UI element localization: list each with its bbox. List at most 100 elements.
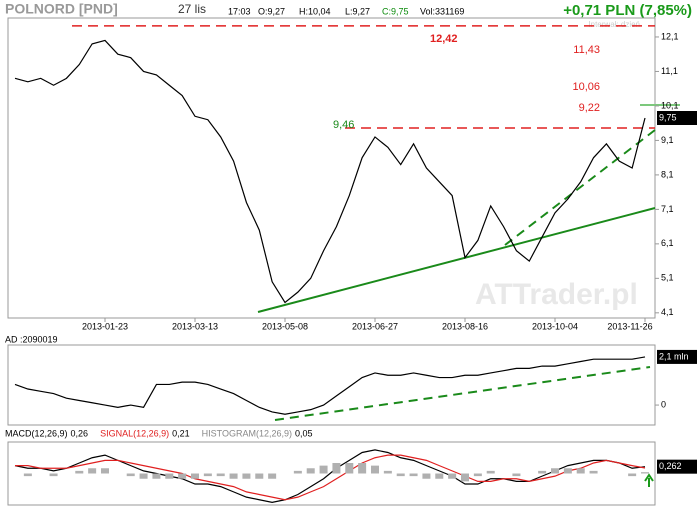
legend-name: MACD(12,26,9) [5, 428, 68, 438]
histogram-bar [191, 473, 199, 479]
close: C:9,75 [382, 6, 409, 16]
high: H:10,04 [299, 6, 331, 16]
histogram-bar [178, 473, 187, 479]
panel-title: AD :2090019 [5, 334, 58, 344]
y-tick-label: 12,1 [661, 31, 679, 41]
last-value-box [657, 459, 697, 474]
histogram-bar [409, 473, 418, 477]
x-tick-label: 2013-10-04 [532, 321, 578, 331]
y-tick-label: 0 [661, 399, 666, 409]
low: L:9,27 [345, 6, 370, 16]
x-tick-label: 2013-11-26 [607, 321, 652, 331]
histogram-bar [126, 473, 135, 477]
histogram-bar [641, 472, 649, 474]
histogram-bar [242, 473, 251, 479]
histogram-bar [165, 473, 174, 479]
y-tick-label: 10,1 [661, 100, 679, 110]
last-value-label: 0,262 [659, 461, 682, 471]
histogram-bar [576, 468, 585, 474]
histogram-bar [628, 473, 637, 477]
histogram-bar [551, 468, 559, 474]
interval: Interwał: dzień [588, 20, 640, 29]
volume: Vol:331169 [420, 6, 464, 16]
annotation: 10,06 [572, 81, 600, 93]
ad-trend-line [274, 366, 651, 421]
indicator-line [14, 449, 646, 503]
histogram-bar [383, 470, 392, 474]
price-line [14, 39, 646, 304]
y-tick-label: 6,1 [661, 238, 674, 248]
histogram-bar [448, 473, 457, 479]
histogram-bar [139, 473, 148, 479]
histogram-bar [371, 465, 379, 474]
y-tick-label: 11,1 [661, 66, 678, 76]
last-value-box [657, 349, 697, 364]
histogram-bar [216, 473, 225, 477]
y-tick-label: 4,1 [661, 307, 674, 317]
histogram-bar [473, 473, 482, 477]
histogram-bar [358, 463, 367, 474]
legend-value: 0,21 [172, 428, 190, 438]
histogram-bar [268, 473, 277, 479]
open: O:9,27 [258, 6, 285, 16]
histogram-bar [255, 473, 264, 479]
last-value-box [657, 111, 697, 125]
histogram-bar [435, 473, 444, 479]
x-tick-label: 2013-03-13 [172, 321, 218, 331]
main-frame [7, 17, 656, 319]
y-tick-label: 5,1 [661, 273, 674, 283]
histogram-bar [293, 470, 302, 474]
legend-name: HISTOGRAM(12,26,9) [202, 428, 292, 438]
histogram-bar [512, 473, 521, 477]
ticker: POLNORD [PND] [5, 1, 118, 17]
histogram-bar [229, 473, 238, 479]
annotation: 9,22 [579, 102, 600, 114]
histogram-bar [589, 470, 598, 474]
y-tick-label: 9,1 [661, 135, 674, 145]
histogram-bar [396, 473, 405, 477]
histogram-bar [422, 473, 431, 479]
trend-line [257, 207, 656, 313]
histogram-bar [101, 468, 109, 474]
histogram-bar [23, 473, 32, 477]
legend-value: 0,26 [71, 428, 89, 438]
histogram-bar [345, 463, 354, 474]
histogram-bar [563, 468, 572, 474]
histogram-bar [538, 470, 547, 474]
histogram-bar [203, 473, 212, 477]
histogram-bar [319, 465, 328, 474]
watermark: ATTrader.pl [475, 278, 638, 311]
y-tick-label: 8,1 [661, 169, 674, 179]
histogram-bar [49, 473, 58, 477]
indicator-line [15, 454, 646, 501]
histogram-bar [75, 470, 84, 474]
histogram-bar [152, 473, 161, 479]
change: +0,71 PLN (7,85%) [563, 2, 692, 19]
level-label: 12,42 [430, 33, 458, 45]
annotation: 11,43 [573, 44, 600, 56]
date: 27 lis [178, 2, 206, 16]
signal-arrow [644, 473, 654, 487]
histogram-bar [461, 473, 469, 482]
x-tick-label: 2013-08-16 [442, 321, 488, 331]
level-label: 9,46 [333, 119, 354, 131]
macd-frame [7, 441, 656, 506]
price-line [14, 356, 646, 415]
time: 17:03 [228, 6, 251, 16]
histogram-bar [306, 468, 315, 474]
y-tick-label: 7,1 [661, 204, 674, 214]
x-tick-label: 2013-01-23 [82, 321, 128, 331]
legend-value: 0,05 [295, 428, 313, 438]
x-tick-label: 2013-05-08 [262, 321, 308, 331]
panel-frames [7, 17, 656, 506]
histogram-bar [332, 463, 341, 474]
histogram-bar [88, 468, 97, 474]
trend-line-dashed [504, 129, 656, 246]
histogram-bar [486, 470, 495, 474]
ad-frame [7, 344, 656, 426]
legend-name: SIGNAL(12,26,9) [100, 428, 169, 438]
x-tick-label: 2013-06-27 [352, 321, 398, 331]
last-value-label: 2,1 mln [659, 351, 689, 361]
last-value-label: 9,75 [659, 112, 677, 122]
